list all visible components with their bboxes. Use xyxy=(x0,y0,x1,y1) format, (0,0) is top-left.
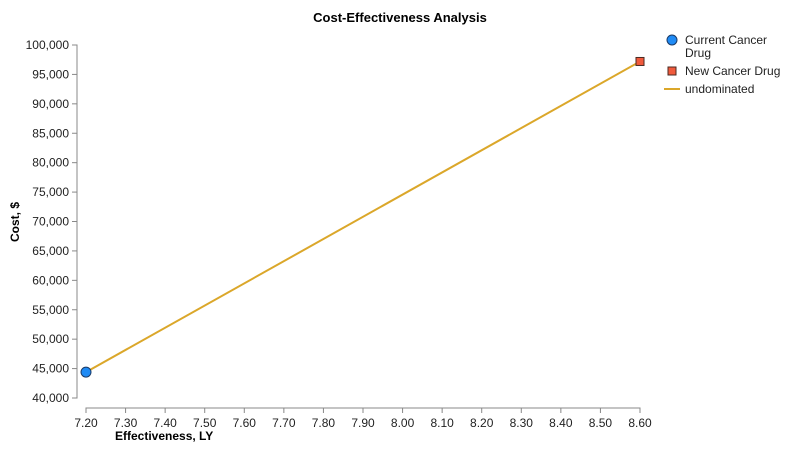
y-tick-label: 40,000 xyxy=(32,391,69,405)
y-tick-label: 90,000 xyxy=(32,97,69,111)
legend: Current Cancer Drug New Cancer Drug undo… xyxy=(664,33,780,96)
legend-label: New Cancer Drug xyxy=(685,64,780,78)
legend-label: Drug xyxy=(685,46,711,60)
y-axis-title: Cost, $ xyxy=(8,202,22,242)
x-tick-label: 7.60 xyxy=(233,416,257,430)
square-marker-icon xyxy=(667,66,677,76)
y-tick-label: 55,000 xyxy=(32,303,69,317)
x-tick-label: 8.10 xyxy=(430,416,454,430)
y-tick-label: 85,000 xyxy=(32,126,69,140)
circle-marker-icon xyxy=(666,34,678,46)
x-tick-label: 8.20 xyxy=(470,416,494,430)
x-tick-label: 8.50 xyxy=(589,416,613,430)
x-tick-label: 8.00 xyxy=(391,416,415,430)
y-tick-label: 80,000 xyxy=(32,156,69,170)
legend-label: undominated xyxy=(685,82,754,96)
legend-item-undominated[interactable]: undominated xyxy=(664,82,754,96)
x-tick-label: 7.50 xyxy=(193,416,217,430)
data-point-current-cancer-drug[interactable] xyxy=(80,366,92,378)
y-tick-label: 95,000 xyxy=(32,67,69,81)
data-point-new-cancer-drug[interactable] xyxy=(635,56,645,66)
x-tick-label: 8.60 xyxy=(628,416,652,430)
undominated-frontier-line xyxy=(85,60,641,373)
x-axis: 7.20 7.30 7.40 7.50 7.60 7.70 7.80 7.90 8.00 8.10… xyxy=(74,407,652,430)
x-tick-label: 7.30 xyxy=(114,416,138,430)
x-tick-label: 7.70 xyxy=(272,416,296,430)
x-tick-label: 8.40 xyxy=(549,416,573,430)
x-tick-label: 7.40 xyxy=(153,416,177,430)
x-tick-label: 8.30 xyxy=(510,416,534,430)
y-axis: 40,000 45,000 50,000 55,000 60,000 65,000 70,0… xyxy=(26,38,78,405)
y-tick-label: 45,000 xyxy=(32,362,69,376)
y-tick-label: 100,000 xyxy=(26,38,70,52)
x-tick-label: 7.80 xyxy=(312,416,336,430)
y-tick-label: 50,000 xyxy=(32,332,69,346)
y-tick-label: 65,000 xyxy=(32,244,69,258)
x-axis-title: Effectiveness, LY xyxy=(115,429,213,443)
legend-label: Current Cancer xyxy=(685,33,767,47)
y-tick-label: 75,000 xyxy=(32,185,69,199)
chart-title: Cost-Effectiveness Analysis xyxy=(313,10,487,25)
x-tick-label: 7.20 xyxy=(74,416,98,430)
y-tick-label: 70,000 xyxy=(32,215,69,229)
legend-item-current-cancer-drug[interactable]: Current Cancer Drug xyxy=(666,33,767,60)
legend-item-new-cancer-drug[interactable]: New Cancer Drug xyxy=(667,64,780,78)
x-tick-label: 7.90 xyxy=(351,416,375,430)
y-tick-label: 60,000 xyxy=(32,273,69,287)
plot-area xyxy=(80,56,645,378)
